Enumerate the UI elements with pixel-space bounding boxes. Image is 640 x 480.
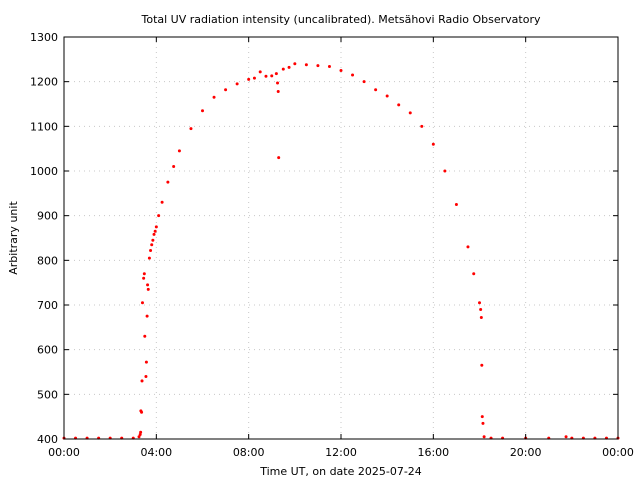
y-tick-label: 1200 [30, 76, 58, 89]
data-point [281, 67, 285, 71]
y-tick-label: 800 [37, 254, 58, 267]
data-point [479, 316, 483, 320]
x-tick-label: 16:00 [417, 446, 449, 459]
x-tick-label: 20:00 [510, 446, 542, 459]
data-point [564, 435, 568, 439]
y-tick-label: 1300 [30, 31, 58, 44]
data-point [276, 81, 280, 85]
y-tick-label: 1100 [30, 120, 58, 133]
data-point [145, 314, 149, 318]
data-point [408, 111, 412, 115]
x-tick-label: 00:00 [48, 446, 80, 459]
data-point [166, 180, 170, 184]
data-point [189, 127, 193, 131]
y-tick-label: 400 [37, 433, 58, 446]
data-point [160, 200, 164, 204]
data-point [276, 89, 280, 93]
data-point [157, 214, 161, 218]
data-point [385, 94, 389, 98]
data-point [252, 76, 256, 80]
data-point [224, 88, 228, 92]
data-point [147, 256, 151, 260]
data-point [420, 124, 424, 128]
data-point [149, 249, 153, 253]
data-point [144, 360, 148, 364]
data-point [153, 229, 157, 233]
data-point [466, 245, 470, 249]
data-point [482, 435, 486, 439]
grid-lines [64, 37, 618, 439]
data-point [235, 82, 239, 86]
data-point [152, 232, 156, 236]
data-point [264, 74, 268, 78]
data-point [304, 63, 308, 67]
data-point [151, 238, 155, 242]
x-tick-label: 12:00 [325, 446, 357, 459]
data-point [316, 64, 320, 68]
data-point [374, 88, 378, 92]
data-point [339, 69, 343, 72]
data-point [362, 80, 366, 84]
data-point [472, 272, 476, 276]
data-point [258, 70, 262, 74]
data-point [146, 287, 150, 291]
x-tick-label: 00:00 [602, 446, 634, 459]
x-tick-label: 04:00 [140, 446, 172, 459]
y-tick-label: 700 [37, 299, 58, 312]
data-point [397, 103, 401, 107]
y-tick-label: 600 [37, 344, 58, 357]
data-point [137, 435, 141, 439]
data-point [479, 307, 483, 311]
x-axis-ticks: 00:00 04:00 08:00 12:00 16:00 20:00 00:00 [48, 37, 634, 459]
data-point [247, 77, 251, 81]
data-point [172, 165, 176, 169]
data-point [274, 72, 278, 76]
data-point [138, 433, 142, 437]
y-axis-label: Arbitrary unit [7, 201, 20, 275]
data-point [139, 430, 143, 434]
x-tick-label: 08:00 [233, 446, 265, 459]
data-point [277, 156, 281, 160]
data-point [327, 64, 331, 68]
data-point [287, 65, 291, 69]
data-point [431, 142, 435, 146]
data-point [212, 95, 216, 99]
data-point [480, 415, 484, 419]
data-point [177, 149, 181, 153]
y-tick-label: 500 [37, 388, 58, 401]
data-point [142, 276, 146, 280]
data-point [454, 203, 458, 206]
data-point [443, 169, 447, 173]
y-tick-label: 1000 [30, 165, 58, 178]
data-point [351, 73, 355, 77]
data-point [140, 379, 144, 383]
data-point [481, 421, 485, 425]
data-point [150, 243, 154, 247]
data-point [478, 301, 481, 305]
data-point [480, 363, 484, 367]
chart-title: Total UV radiation intensity (uncalibrat… [141, 13, 541, 26]
data-point [293, 62, 297, 66]
data-point [154, 225, 158, 229]
x-axis-label: Time UT, on date 2025-07-24 [259, 465, 422, 478]
data-point [144, 374, 148, 378]
y-tick-label: 900 [37, 210, 58, 223]
data-point [140, 301, 144, 305]
data-point [270, 74, 274, 78]
data-point [142, 272, 146, 276]
data-point [146, 283, 150, 287]
data-points [62, 62, 620, 440]
data-point [140, 410, 144, 414]
data-point [201, 109, 204, 113]
y-axis-ticks: 400 500 600 700 800 900 1000 1100 1200 1300 [30, 31, 618, 446]
data-point [143, 334, 147, 338]
